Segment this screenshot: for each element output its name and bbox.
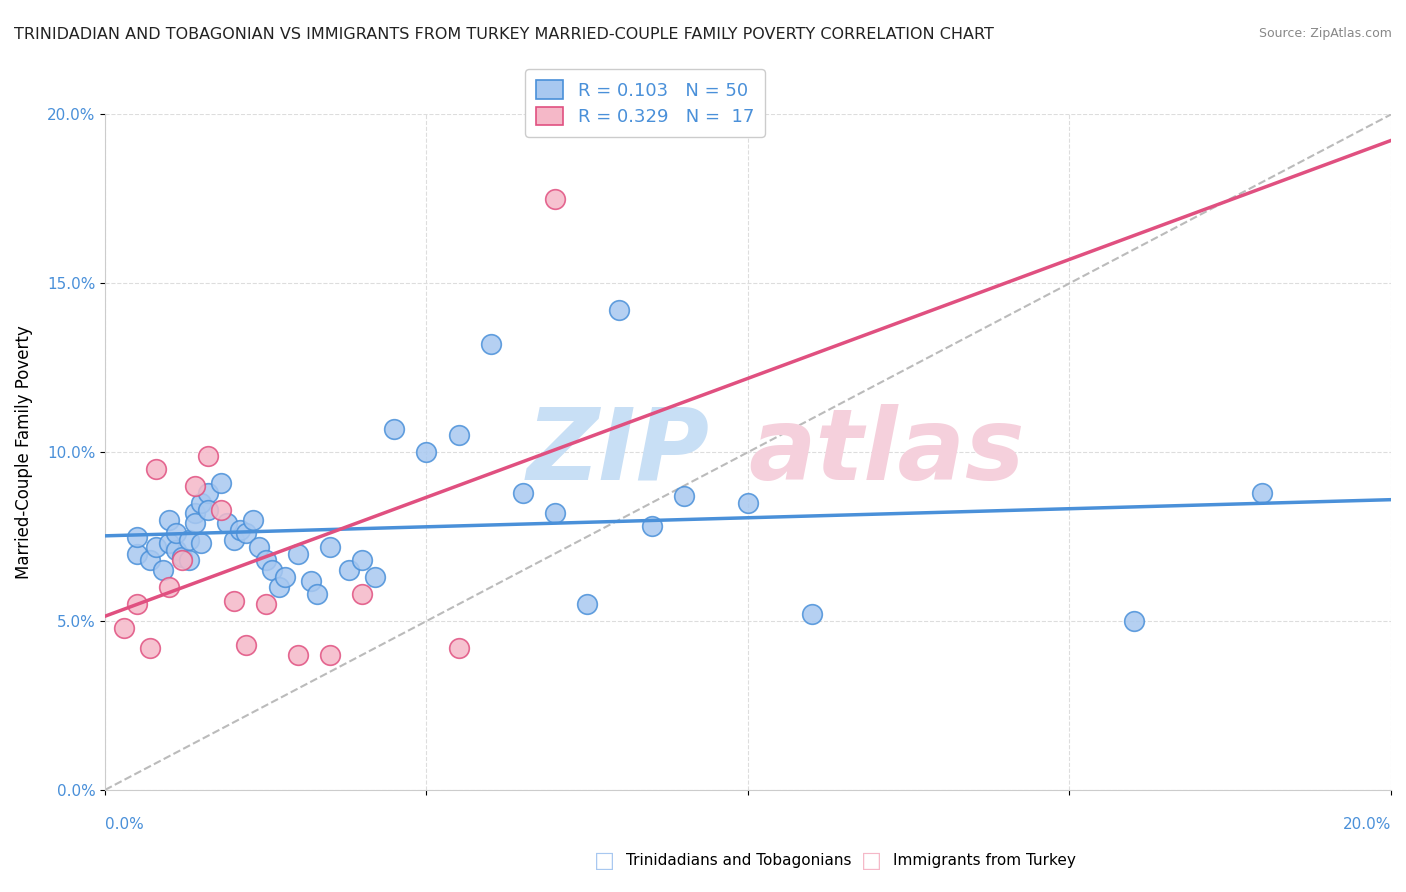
Point xyxy=(415,445,437,459)
Point xyxy=(127,597,149,611)
Point xyxy=(157,513,180,527)
Point xyxy=(287,547,309,561)
Point xyxy=(165,526,187,541)
Point xyxy=(172,549,194,564)
Point xyxy=(319,540,342,554)
Point xyxy=(197,485,219,500)
Point xyxy=(209,502,232,516)
Point xyxy=(112,621,135,635)
Point xyxy=(576,597,599,611)
Point xyxy=(184,516,207,530)
Point xyxy=(197,449,219,463)
Point xyxy=(479,337,502,351)
Point xyxy=(229,523,252,537)
Point xyxy=(172,553,194,567)
Point xyxy=(190,496,212,510)
Point xyxy=(640,519,662,533)
Point xyxy=(737,496,759,510)
Point xyxy=(1122,614,1144,628)
Point xyxy=(1251,485,1274,500)
Point xyxy=(235,638,257,652)
Point xyxy=(307,587,329,601)
Text: 20.0%: 20.0% xyxy=(1343,817,1391,832)
Point xyxy=(184,506,207,520)
Point xyxy=(319,648,342,662)
Point xyxy=(190,536,212,550)
Text: ZIP: ZIP xyxy=(526,404,710,500)
Point xyxy=(287,648,309,662)
Point xyxy=(157,580,180,594)
Text: 0.0%: 0.0% xyxy=(105,817,143,832)
Point xyxy=(254,597,277,611)
Point xyxy=(262,563,284,577)
Y-axis label: Married-Couple Family Poverty: Married-Couple Family Poverty xyxy=(15,326,32,579)
Point xyxy=(267,580,290,594)
Point xyxy=(222,594,245,608)
Point xyxy=(672,489,695,503)
Point xyxy=(352,587,374,601)
Text: □: □ xyxy=(595,851,614,871)
Text: □: □ xyxy=(862,851,882,871)
Point xyxy=(544,506,567,520)
Point xyxy=(184,479,207,493)
Point xyxy=(139,553,162,567)
Legend: R = 0.103   N = 50, R = 0.329   N =  17: R = 0.103 N = 50, R = 0.329 N = 17 xyxy=(526,70,765,137)
Point xyxy=(512,485,534,500)
Point xyxy=(544,192,567,206)
Point xyxy=(165,543,187,558)
Point xyxy=(364,570,387,584)
Point xyxy=(382,421,405,435)
Point xyxy=(447,428,470,442)
Point xyxy=(145,540,167,554)
Point xyxy=(127,547,149,561)
Point xyxy=(801,607,824,622)
Point xyxy=(197,502,219,516)
Point xyxy=(177,553,200,567)
Point xyxy=(274,570,297,584)
Point xyxy=(139,641,162,656)
Point xyxy=(254,553,277,567)
Point xyxy=(152,563,174,577)
Point xyxy=(127,530,149,544)
Point xyxy=(299,574,322,588)
Point xyxy=(217,516,239,530)
Text: Immigrants from Turkey: Immigrants from Turkey xyxy=(893,854,1076,868)
Text: Source: ZipAtlas.com: Source: ZipAtlas.com xyxy=(1258,27,1392,40)
Point xyxy=(337,563,360,577)
Point xyxy=(247,540,270,554)
Text: TRINIDADIAN AND TOBAGONIAN VS IMMIGRANTS FROM TURKEY MARRIED-COUPLE FAMILY POVER: TRINIDADIAN AND TOBAGONIAN VS IMMIGRANTS… xyxy=(14,27,994,42)
Point xyxy=(177,533,200,547)
Point xyxy=(235,526,257,541)
Text: atlas: atlas xyxy=(748,404,1025,500)
Text: Trinidadians and Tobagonians: Trinidadians and Tobagonians xyxy=(626,854,851,868)
Point xyxy=(352,553,374,567)
Point xyxy=(157,536,180,550)
Point xyxy=(145,462,167,476)
Point xyxy=(447,641,470,656)
Point xyxy=(209,475,232,490)
Point xyxy=(242,513,264,527)
Point xyxy=(609,303,631,318)
Point xyxy=(222,533,245,547)
